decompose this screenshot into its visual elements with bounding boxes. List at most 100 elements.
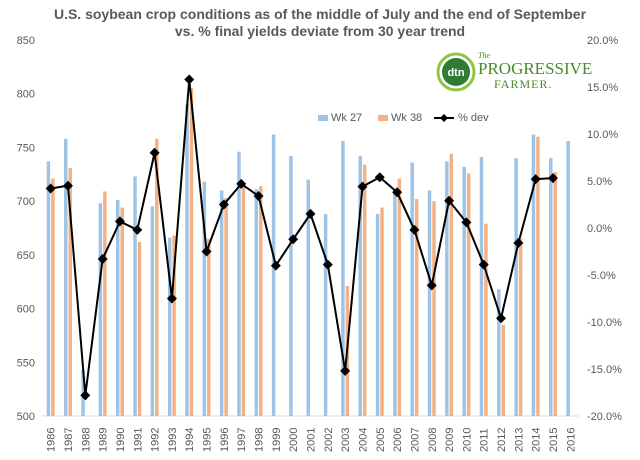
logo-name-line2: FARMER. <box>494 77 553 91</box>
x-tick-label: 2006 <box>392 428 404 452</box>
dtn-progressive-farmer-logo: dtn The PROGRESSIVE FARMER. <box>436 50 592 94</box>
wk38-bar-2005 <box>380 207 384 416</box>
wk27-bar-1995 <box>202 181 207 416</box>
dev-line <box>50 79 554 396</box>
wk27-bar-2005 <box>375 214 380 416</box>
wk38-bar-1992 <box>155 138 159 416</box>
wk27-bar-1997 <box>237 151 241 416</box>
x-tick-label: 2003 <box>340 428 352 452</box>
legend-dev-marker <box>440 114 448 122</box>
wk38-bar-1991 <box>137 241 142 416</box>
x-tick-label: 2013 <box>513 428 525 452</box>
y-tick-label: 600 <box>17 304 35 316</box>
x-tick-label: 1998 <box>254 428 266 452</box>
x-tick-label: 2014 <box>531 428 543 452</box>
dev-point-1986 <box>45 183 56 194</box>
wk27-bar-2011 <box>479 157 484 416</box>
legend-wk27-label: Wk 27 <box>331 112 362 124</box>
wk27-bar-1992 <box>150 206 155 416</box>
dev-point-2013 <box>513 238 524 249</box>
wk27-bar-1991 <box>133 176 137 416</box>
y-tick-label: 700 <box>17 196 35 208</box>
wk38-bar-2009 <box>449 153 454 417</box>
wk27-bar-2015 <box>549 158 553 416</box>
y-tick-label: 550 <box>17 357 35 369</box>
y2-tick-label: 15.0% <box>587 82 618 94</box>
x-tick-label: 2007 <box>409 428 421 452</box>
y2-tick-label: -15.0% <box>587 364 622 376</box>
y-tick-label: 500 <box>17 411 35 423</box>
wk27-bar-1999 <box>271 134 276 416</box>
x-tick-label: 1994 <box>184 428 196 452</box>
dev-point-2015 <box>548 173 559 184</box>
x-tick-label: 1987 <box>63 428 75 452</box>
dev-point-1991 <box>132 224 143 235</box>
wk27-bar-2016 <box>566 140 570 417</box>
legend-wk38-swatch <box>378 115 388 121</box>
x-tick-label: 1999 <box>271 428 283 452</box>
wk27-bar-2010 <box>462 166 466 416</box>
wk27-bar-2004 <box>358 156 362 416</box>
wk27-bar-2001 <box>306 179 310 416</box>
wk27-bar-2009 <box>445 161 449 416</box>
x-tick-label: 2004 <box>357 428 369 452</box>
wk27-bar-2006 <box>393 192 397 416</box>
wk27-bar-1996 <box>219 190 224 416</box>
x-tick-label: 2010 <box>461 428 473 452</box>
wk38-bar-2013 <box>518 238 523 416</box>
wk38-bar-2007 <box>414 198 419 416</box>
wk27-bar-1987 <box>64 138 68 416</box>
wk38-bar-2004 <box>362 164 367 416</box>
wk38-bar-2014 <box>536 136 540 416</box>
x-tick-label: 2001 <box>306 428 318 452</box>
x-tick-label: 2002 <box>323 428 335 452</box>
x-tick-label: 2012 <box>496 428 508 452</box>
dev-point-1996 <box>218 199 229 210</box>
y2-tick-label: 10.0% <box>587 129 618 141</box>
dev-point-2007 <box>409 224 420 235</box>
x-tick-label: 1992 <box>150 428 162 452</box>
x-tick-label: 2011 <box>479 428 491 452</box>
dev-point-1997 <box>236 178 247 189</box>
wk38-bar-2006 <box>397 178 402 416</box>
legend-wk27-swatch <box>318 115 328 121</box>
chart-subtitle: vs. % final yields deviate from 30 year … <box>174 23 466 39</box>
x-tick-label: 2005 <box>375 428 387 452</box>
wk27-bar-1994 <box>185 104 189 416</box>
x-tick-label: 1991 <box>132 428 144 452</box>
wk38-bar-1986 <box>51 178 55 416</box>
wk38-bar-1995 <box>207 238 211 416</box>
chart-title: U.S. soybean crop conditions as of the m… <box>53 6 587 22</box>
x-tick-label: 1990 <box>115 428 127 452</box>
dev-point-1994 <box>184 74 195 85</box>
x-tick-label: 1997 <box>236 428 248 452</box>
dev-point-2012 <box>496 313 507 324</box>
wk38-bar-2012 <box>501 324 506 416</box>
y2-tick-label: 0.0% <box>587 223 612 235</box>
wk27-bar-2003 <box>341 140 345 417</box>
wk38-bar-1989 <box>103 191 107 416</box>
dtn-logo-icon: dtn <box>436 52 476 92</box>
y2-tick-label: 5.0% <box>587 176 612 188</box>
wk38-bar-1994 <box>189 88 194 416</box>
x-tick-label: 1993 <box>167 428 179 452</box>
dev-point-1999 <box>270 260 281 271</box>
x-tick-label: 1988 <box>80 428 92 452</box>
wk27-bar-2014 <box>531 134 536 416</box>
wk27-bar-2000 <box>289 156 293 416</box>
dev-point-1992 <box>149 147 160 158</box>
dev-point-2001 <box>305 208 316 219</box>
wk38-bar-2015 <box>553 172 557 416</box>
logo-the: The <box>478 51 490 60</box>
wk27-bar-1989 <box>98 203 103 416</box>
dev-point-2002 <box>322 259 333 270</box>
dev-point-2014 <box>530 174 541 185</box>
dev-point-1998 <box>253 191 264 202</box>
dev-point-2006 <box>392 187 403 198</box>
dev-point-1987 <box>62 180 73 191</box>
wk27-bar-1986 <box>46 161 51 416</box>
wk38-bar-1997 <box>241 183 246 416</box>
y2-tick-label: -5.0% <box>587 270 616 282</box>
legend-dev-label: % dev <box>458 112 489 124</box>
